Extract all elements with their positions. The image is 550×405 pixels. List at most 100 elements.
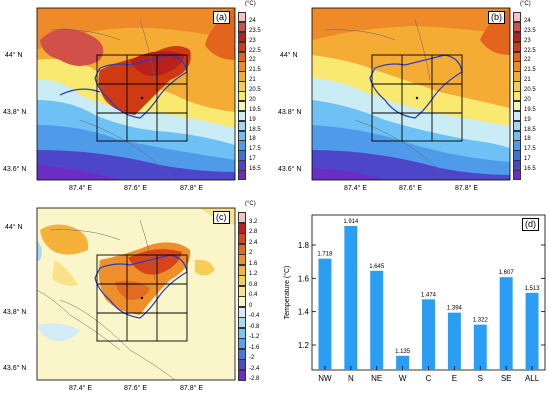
- lat-tick: 44° N: [5, 224, 23, 231]
- colorbar-swatch: [238, 222, 246, 234]
- colorbar-swatch: [238, 348, 246, 360]
- map-panel-b: 44° N 43.8° N 43.6° N 87.4° E 87.6° E 87…: [275, 0, 550, 200]
- bar: [396, 355, 410, 370]
- colorbar-label: -2.8: [249, 376, 260, 382]
- colorbar-label: 20: [249, 96, 256, 103]
- lon-tick: 87.8° E: [455, 185, 479, 192]
- colorbar-label: 19.5: [524, 106, 536, 113]
- colorbar-label: 21: [524, 77, 531, 84]
- lat-tick: 43.8° N: [3, 109, 27, 116]
- data-label: 1.135: [395, 349, 411, 355]
- lon-tick: 87.4° E: [344, 185, 368, 192]
- colorbar-swatch: [513, 21, 521, 33]
- colorbar-label: -1.6: [249, 344, 260, 351]
- colorbar-label: 20.5: [249, 87, 261, 94]
- data-label: 1.394: [447, 306, 463, 312]
- lon-tick: 87.6° E: [399, 185, 423, 192]
- colorbar-label: -1.2: [249, 334, 260, 340]
- lon-tick: 87.6° E: [124, 185, 148, 192]
- lat-tick: 43.6° N: [3, 365, 27, 372]
- colorbar-label: 22: [249, 57, 256, 64]
- map-a-field: [36, 7, 236, 181]
- colorbar-swatch: [238, 120, 246, 132]
- x-tick-label: S: [478, 374, 483, 383]
- colorbar-swatch: [238, 12, 246, 23]
- colorbar-swatch: [513, 130, 521, 141]
- colorbar-swatch: [513, 51, 521, 62]
- colorbar-swatch: [513, 120, 521, 132]
- x-tick-label: ALL: [525, 374, 540, 383]
- colorbar-swatch: [238, 359, 246, 370]
- lon-tick: 87.4° E: [69, 185, 93, 192]
- lat-tick: 43.6° N: [3, 166, 27, 173]
- panel-tag: (c): [213, 211, 230, 224]
- x-tick-label: E: [452, 374, 457, 383]
- colorbar-label: 22.5: [524, 47, 536, 54]
- colorbar-swatch: [513, 91, 521, 102]
- colorbar-swatch: [513, 100, 521, 112]
- colorbar-swatch: [238, 285, 246, 297]
- colorbar-swatch: [513, 12, 521, 23]
- colorbar-swatch: [238, 317, 246, 328]
- colorbar-label: 0: [249, 302, 253, 309]
- colorbar-label: 19: [524, 116, 531, 123]
- colorbar-label: 1.6: [249, 260, 258, 267]
- bar: [422, 299, 435, 370]
- colorbar-swatch: [238, 264, 246, 276]
- colorbar-swatch: [238, 306, 246, 318]
- colorbar-label: 22: [524, 57, 531, 64]
- map-panel-a: 44° N 43.8° N 43.6° N 87.4° E 87.6° E 87…: [0, 0, 275, 200]
- colorbar-label: -0.4: [249, 313, 260, 319]
- bar: [473, 324, 487, 370]
- y-tick-label: 1.8: [298, 241, 310, 250]
- x-tick-label: NW: [318, 374, 332, 383]
- colorbar-label: 19.5: [249, 106, 261, 113]
- colorbar-label: 0.4: [249, 292, 258, 298]
- x-tick-label: NE: [371, 374, 382, 383]
- bar: [499, 277, 513, 370]
- bar: [344, 226, 358, 370]
- colorbar: (°C) 24 23.5 23 22.5 22 21.5 21 20.5 20 19.5 19 18.5…: [513, 1, 549, 186]
- colorbar-swatch: [238, 296, 246, 307]
- colorbar-swatch: [238, 71, 246, 82]
- data-label: 1.322: [473, 318, 489, 324]
- bar: [525, 292, 539, 370]
- colorbar-label: 3.2: [249, 218, 258, 225]
- data-label: 1.718: [317, 252, 333, 258]
- map-panel-c: 44° N 43.8° N 43.6° N 87.4° E 87.6° E 87…: [0, 200, 275, 405]
- colorbar-label: 21.5: [524, 67, 536, 74]
- y-tick-label: 1.2: [298, 341, 310, 350]
- colorbar-label: 20: [524, 96, 531, 103]
- bar: [318, 258, 332, 370]
- colorbar-label: 18: [524, 136, 531, 143]
- colorbar-swatch: [238, 110, 246, 122]
- data-label: 1.474: [421, 292, 437, 298]
- y-tick-label: 1.4: [298, 308, 310, 317]
- map-c-field: [36, 207, 236, 381]
- panel-tag: (b): [488, 11, 505, 24]
- colorbar-label: 20.5: [524, 87, 536, 94]
- colorbar-swatch: [238, 130, 246, 141]
- colorbar-swatch: [238, 51, 246, 62]
- colorbar-label: 1.2: [249, 271, 258, 277]
- colorbar-swatch: [513, 31, 521, 43]
- colorbar-swatch: [513, 61, 521, 72]
- colorbar-unit: (°C): [520, 1, 531, 7]
- colorbar-label: 17: [249, 156, 256, 163]
- colorbar-label: 19: [249, 116, 256, 123]
- colorbar-label: 21: [249, 77, 256, 84]
- colorbar-swatch: [238, 140, 246, 151]
- colorbar-swatch: [238, 91, 246, 102]
- colorbar-label: 18.5: [524, 126, 536, 133]
- bar-chart-panel-d: 1.2 1.4 1.6 1.8 Temperature (°C) 1.718 NW 1.914…: [275, 200, 550, 405]
- colorbar-label: 18.5: [249, 126, 261, 133]
- data-label: 1.513: [525, 286, 541, 292]
- colorbar-swatch: [513, 41, 521, 53]
- x-tick-label: W: [399, 374, 407, 383]
- colorbar-swatch: [513, 140, 521, 151]
- y-axis-label: Temperature (°C): [283, 266, 291, 320]
- colorbar-label: -0.8: [249, 323, 260, 330]
- y-tick-label: 1.6: [298, 274, 310, 283]
- panel-tag: (d): [522, 218, 539, 231]
- colorbar-swatch: [238, 212, 246, 223]
